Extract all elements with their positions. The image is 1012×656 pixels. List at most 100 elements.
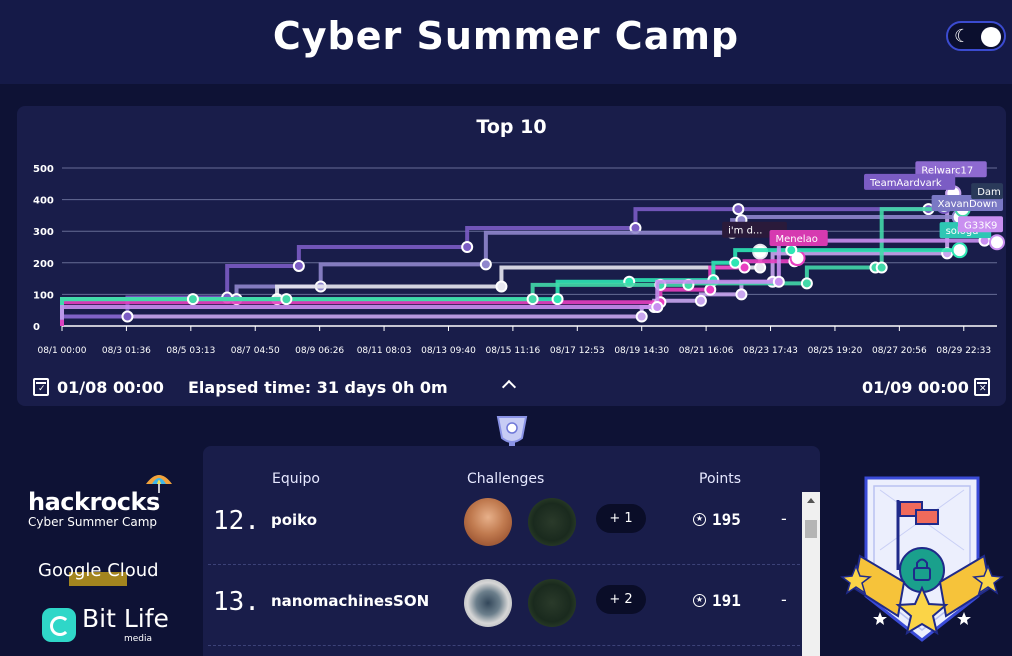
- end-date: 01/09 00:00: [862, 378, 969, 397]
- data-point: [495, 280, 508, 293]
- team-name[interactable]: nanomachinesSON: [271, 592, 430, 610]
- x-tick-label: 08/27 20:56: [872, 346, 927, 356]
- y-tick-label: 300: [33, 227, 54, 238]
- series-label: TeamAardvark: [869, 178, 942, 189]
- rank-change: -: [781, 509, 787, 528]
- rank-change: -: [781, 590, 787, 609]
- top10-chart[interactable]: 500 400 300 200 100 0 08/1 00:00 08/3 01:36 08/5…: [17, 106, 1006, 370]
- series-label-bg: [864, 173, 956, 190]
- series-line: [60, 248, 960, 320]
- x-tick-label: 08/11 08:03: [357, 346, 412, 356]
- data-point: [292, 259, 305, 272]
- data-point: [121, 310, 134, 323]
- x-tick-label: 08/13 09:40: [421, 346, 476, 356]
- series-label-bg: [769, 230, 828, 247]
- bitlife-subtitle: media: [124, 634, 153, 644]
- x-tick-label: 08/17 12:53: [550, 346, 605, 356]
- points-value: 191: [712, 591, 741, 610]
- data-point: [735, 288, 748, 301]
- series-label: Relwarc17: [921, 165, 973, 176]
- start-date: 01/08 00:00: [57, 378, 164, 397]
- scrollbar[interactable]: [802, 492, 820, 656]
- series-label-bg: [958, 216, 1003, 233]
- series-label: G33K9: [964, 220, 997, 231]
- data-point: [694, 294, 707, 307]
- moon-stars-icon: ☾: [954, 26, 971, 47]
- series-label-bg: [971, 183, 1003, 200]
- toggle-knob: [981, 27, 1001, 47]
- header: Cyber Summer Camp ☾: [0, 0, 1012, 84]
- hackrocks-logo[interactable]: hackrocks Cyber Summer Camp: [28, 475, 174, 529]
- more-challenges-button[interactable]: + 1: [596, 504, 646, 533]
- challenge-badge-icon[interactable]: [464, 498, 512, 546]
- data-point: [651, 301, 664, 314]
- table-row[interactable]: 13. nanomachinesSON + 2 ★ 191 -: [208, 565, 800, 646]
- challenge-badge-icon[interactable]: [528, 498, 576, 546]
- challenge-badge-icon[interactable]: [464, 579, 512, 627]
- data-point: [785, 244, 798, 257]
- page-title: Cyber Summer Camp: [272, 14, 740, 58]
- data-point: [186, 293, 199, 306]
- data-point: [754, 261, 767, 274]
- scrollbar-thumb[interactable]: [805, 520, 817, 538]
- x-tick-label: 08/19 14:30: [614, 346, 669, 356]
- chart-card: Top 10 500 400 300 200 100 0 08/1 00:00 08/3 01…: [17, 106, 1006, 406]
- google-cloud-logo[interactable]: Google Cloud: [38, 560, 159, 586]
- chart-title: Top 10: [476, 116, 547, 138]
- umbrella-icon: [146, 475, 172, 493]
- data-point: [738, 261, 751, 274]
- bitlife-icon: [42, 608, 76, 642]
- y-tick-label: 200: [33, 259, 54, 270]
- x-tick-label: 08/21 16:06: [679, 346, 734, 356]
- data-point: [461, 241, 474, 253]
- x-tick-label: 08/15 11:16: [486, 346, 541, 356]
- x-tick-label: 08/1 00:00: [37, 346, 86, 356]
- data-point: [635, 310, 648, 323]
- time-bar: ✓ 01/08 00:00 Elapsed time: 31 days 0h 0…: [17, 370, 1006, 406]
- column-header-team: Equipo: [272, 471, 320, 487]
- column-header-challenges: Challenges: [467, 471, 545, 487]
- y-tick-label: 400: [33, 196, 54, 207]
- elapsed-time: Elapsed time: 31 days 0h 0m: [188, 378, 448, 397]
- series-label: XavanDown: [938, 199, 998, 210]
- calendar-x-icon[interactable]: ✕: [974, 378, 990, 396]
- calendar-check-icon[interactable]: ✓: [33, 378, 49, 396]
- x-tick-label: 08/3 01:36: [102, 346, 151, 356]
- challenge-badge-icon[interactable]: [528, 579, 576, 627]
- series-label-bg: [915, 161, 987, 178]
- chevron-up-icon[interactable]: [501, 379, 517, 395]
- star-circle-icon: ★: [693, 594, 706, 607]
- table-row[interactable]: 12. poiko + 1 ★ 195 -: [208, 484, 800, 565]
- scoreboard-table: Equipo Challenges Points 12. poiko + 1 ★…: [203, 446, 820, 656]
- y-tick-label: 100: [33, 290, 54, 301]
- google-cloud-wordmark: Google Cloud: [38, 560, 159, 581]
- more-challenges-button[interactable]: + 2: [596, 585, 646, 614]
- data-point: [479, 258, 492, 271]
- team-name[interactable]: poiko: [271, 511, 318, 529]
- x-tick-label: 08/7 04:50: [231, 346, 280, 356]
- series-label: Dam: [977, 187, 1001, 198]
- x-tick-label: 08/29 22:33: [936, 346, 991, 356]
- camp-badge-icon: [840, 476, 1004, 642]
- rank: 12.: [213, 506, 260, 536]
- data-point: [551, 293, 564, 306]
- star-circle-icon: ★: [693, 513, 706, 526]
- data-point: [526, 293, 539, 306]
- x-tick-label: 08/23 17:43: [743, 346, 798, 356]
- data-point: [280, 293, 293, 306]
- hackrocks-subtitle: Cyber Summer Camp: [28, 515, 157, 529]
- series-label: i'm d...: [728, 226, 762, 237]
- data-point: [800, 277, 813, 290]
- x-tick-label: 08/9 06:26: [295, 346, 344, 356]
- data-point: [875, 261, 888, 274]
- x-tick-label: 08/25 19:20: [808, 346, 863, 356]
- logo-highlight: [69, 572, 127, 586]
- scroll-up-arrow-icon[interactable]: [807, 498, 815, 503]
- data-point: [951, 242, 968, 259]
- data-point: [732, 203, 745, 216]
- series-label: Menelao: [776, 234, 818, 245]
- x-tick-label: 08/5 03:13: [166, 346, 215, 356]
- theme-toggle[interactable]: ☾: [946, 21, 1006, 51]
- data-point: [729, 256, 742, 269]
- hackrocks-wordmark: hackrocks: [28, 488, 160, 516]
